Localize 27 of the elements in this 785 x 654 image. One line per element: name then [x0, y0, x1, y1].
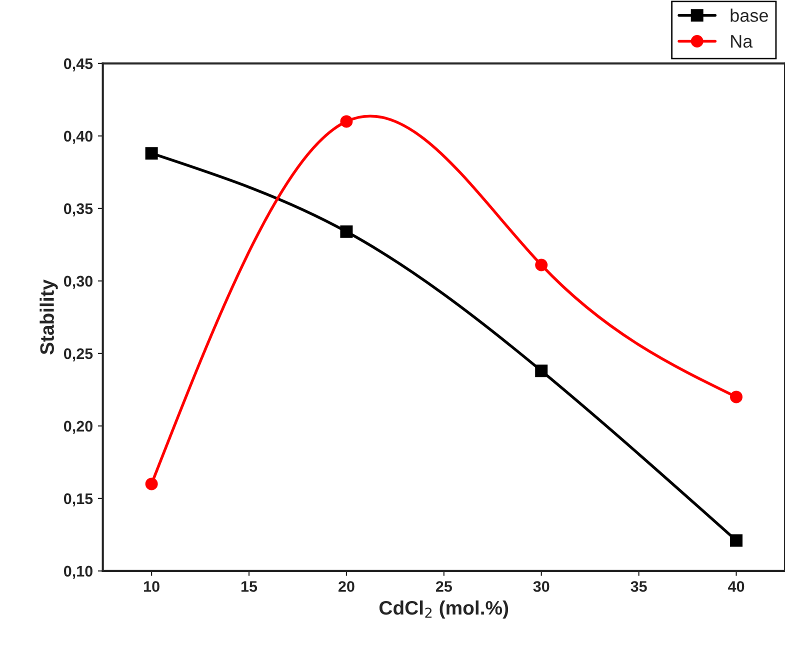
point	[340, 115, 353, 128]
point	[145, 478, 158, 490]
point	[730, 390, 743, 404]
x-tick-label: 20	[338, 581, 354, 592]
legend-label: Na	[731, 35, 753, 48]
x-tick-label: 25	[436, 581, 452, 592]
y-tick-label: 0,15	[64, 493, 93, 506]
point	[145, 147, 158, 160]
point	[730, 534, 743, 547]
point	[535, 258, 548, 272]
y-tick-label: 0,30	[64, 276, 92, 289]
point	[340, 225, 353, 238]
x-axis-title: CdCl$_{2}$ (mol.%)	[379, 600, 508, 619]
x-tick-label: 15	[241, 581, 258, 592]
x-tick-label: 30	[533, 581, 550, 592]
point	[535, 364, 548, 378]
x-tick-label: 10	[144, 581, 160, 592]
y-tick-label: 0,20	[64, 420, 92, 434]
y-tick-label: 0,35	[64, 203, 93, 216]
y-tick-label: 0,25	[64, 348, 93, 362]
y-tick-label: 0,45	[64, 58, 93, 72]
legend-label: base	[730, 8, 768, 22]
x-tick-label: 40	[728, 581, 744, 592]
y-tick-label: 0,10	[64, 566, 92, 579]
y-tick-label: 0,40	[64, 130, 92, 144]
y-axis-title: Stability	[40, 279, 58, 354]
x-tick-label: 35	[630, 581, 647, 592]
